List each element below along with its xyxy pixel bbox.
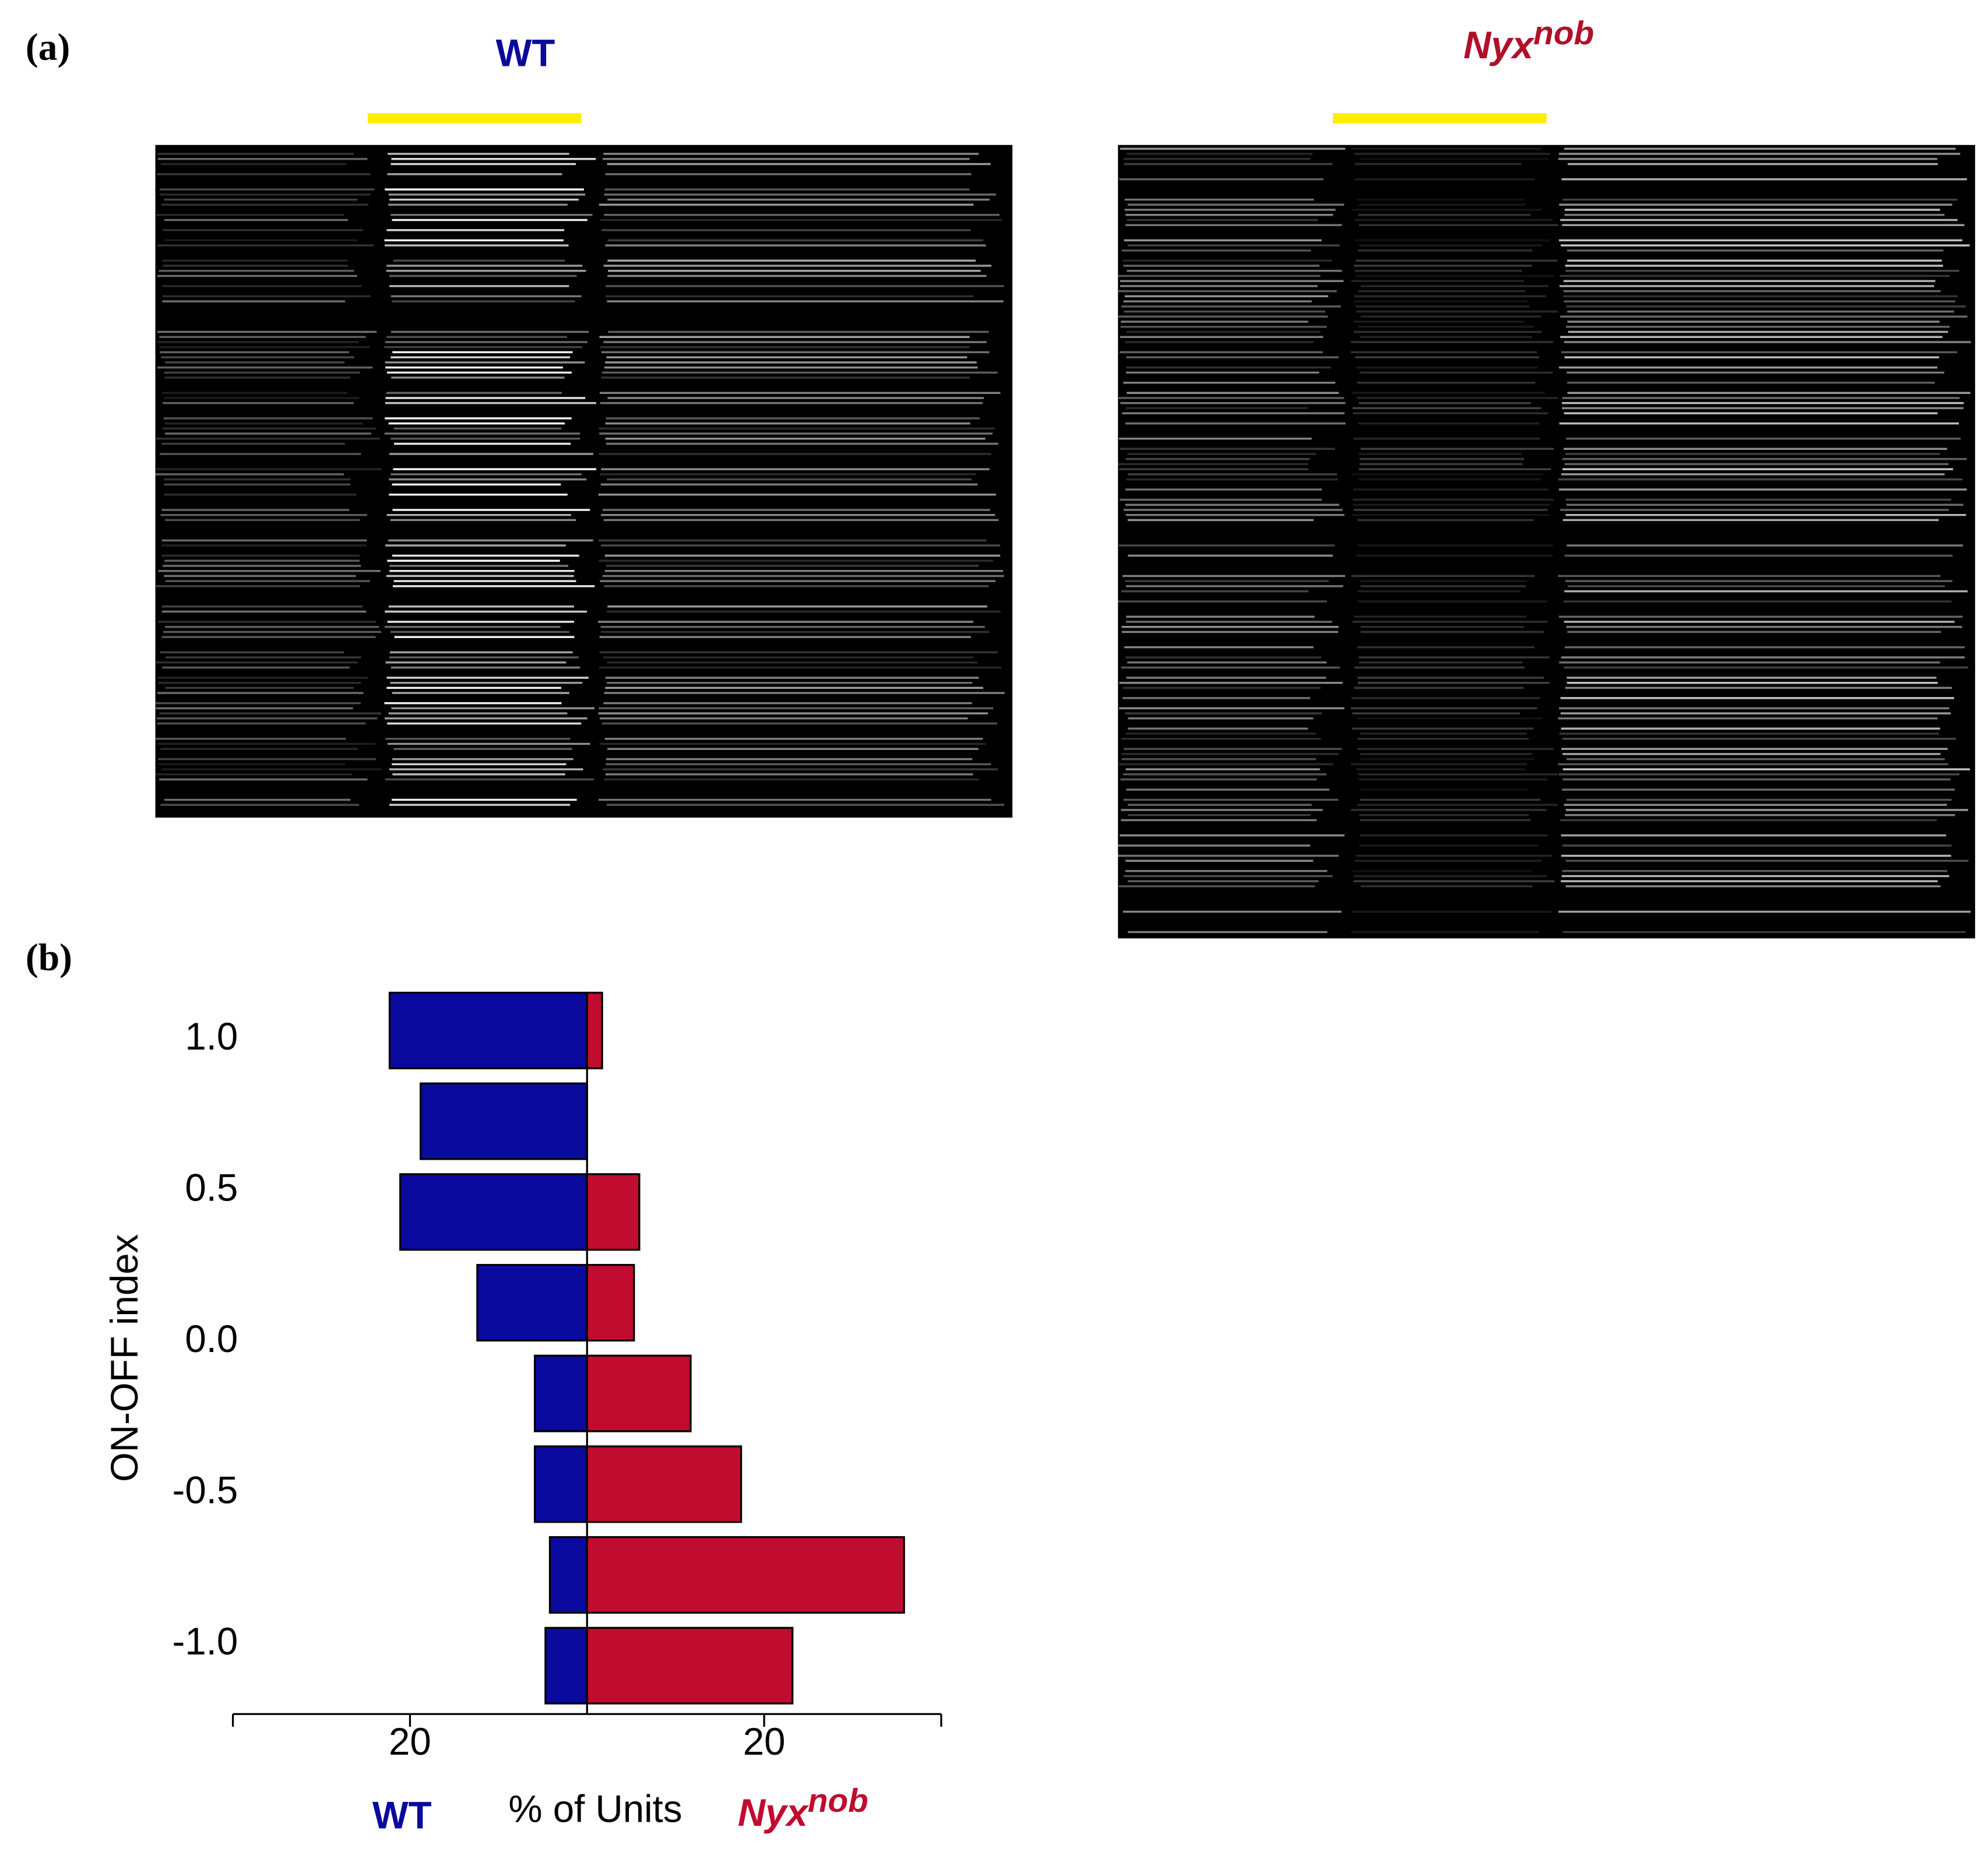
legend-label: WT	[372, 1794, 432, 1836]
bar	[586, 1626, 794, 1705]
raster-title-superscript: nob	[1533, 15, 1594, 52]
panel-label: (a)	[26, 26, 70, 68]
legend-label-main: Nyx	[738, 1791, 810, 1834]
stimulus-bar	[1332, 113, 1547, 124]
x-tick-label: 20	[389, 1720, 431, 1763]
y-tick-label: -0.5	[173, 1469, 238, 1512]
raster-stripes	[155, 147, 1971, 934]
legend-label: Nyxnob	[738, 1783, 868, 1834]
bar	[586, 1173, 641, 1251]
bar	[586, 1354, 692, 1432]
bar	[548, 1536, 588, 1614]
y-tick-label: -1.0	[173, 1620, 238, 1663]
bar	[476, 1263, 588, 1342]
bar	[388, 991, 588, 1069]
x-tick-label: 20	[743, 1720, 786, 1763]
bar	[534, 1445, 588, 1523]
bar	[586, 1536, 905, 1614]
bar	[544, 1626, 588, 1705]
bar	[586, 1263, 635, 1342]
bar	[420, 1082, 588, 1160]
stimulus-bar	[367, 113, 582, 124]
panel-label: (b)	[26, 937, 72, 979]
raster-title-main: Nyx	[1463, 24, 1535, 66]
bar	[534, 1354, 588, 1432]
raster-title: Nyxnob	[1463, 15, 1594, 66]
y-tick-label: 0.5	[185, 1167, 238, 1209]
legend-label-superscript: nob	[808, 1783, 868, 1819]
bar-chart: 20 20 1.0 0.5 0.0 -0.5 -1.0 ON-OFF index % of Un…	[103, 991, 942, 1836]
bar	[586, 1445, 743, 1523]
bar	[586, 991, 603, 1069]
y-tick-label: 0.0	[185, 1318, 238, 1360]
bar	[399, 1173, 588, 1251]
raster-image	[1118, 145, 1975, 939]
y-axis-label: ON-OFF index	[103, 1234, 146, 1482]
x-axis-label: % of Units	[508, 1788, 682, 1830]
raster-image	[155, 145, 1013, 818]
raster-title: WT	[496, 31, 555, 74]
y-tick-label: 1.0	[185, 1015, 238, 1058]
